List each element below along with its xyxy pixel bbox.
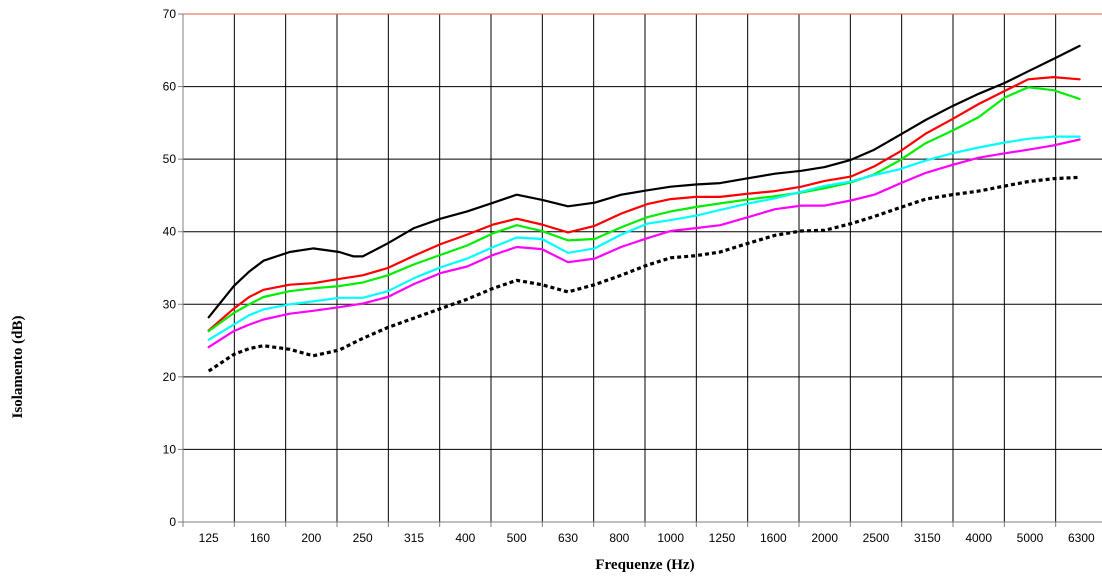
axis-ticks: 0 10 20 30 40 50 60 70 125 160 200 250 315 400 500 630 8…	[163, 7, 1095, 545]
x-tick-label: 315	[404, 531, 424, 545]
series-line-5	[207, 138, 1081, 349]
grid	[183, 14, 1102, 522]
y-tick-label: 20	[163, 370, 177, 384]
x-tick-label: 1600	[760, 531, 787, 545]
y-tick-label: 10	[163, 442, 177, 456]
y-tick-label: 30	[163, 297, 177, 311]
x-tick-label: 4000	[965, 531, 992, 545]
x-tick-label: 2500	[863, 531, 890, 545]
x-tick-label: 800	[609, 531, 629, 545]
series-line-3	[207, 86, 1081, 333]
y-tick-label: 0	[169, 515, 176, 529]
plot-frame	[182, 13, 1102, 523]
x-axis-title: Frequenze (Hz)	[595, 557, 694, 573]
y-axis-title: Isolamento (dB)	[10, 316, 26, 419]
x-tick-label: 250	[353, 531, 373, 545]
x-tick-label: 400	[455, 531, 475, 545]
x-tick-label: 6300	[1068, 531, 1095, 545]
x-tick-label: 5000	[1017, 531, 1044, 545]
x-tick-label: 1000	[657, 531, 684, 545]
y-tick-label: 40	[163, 225, 177, 239]
x-tick-label: 160	[250, 531, 270, 545]
series-line-4	[207, 135, 1081, 341]
series-line-1	[207, 44, 1081, 319]
y-tick-label: 50	[163, 152, 177, 166]
x-tick-label: 125	[199, 531, 219, 545]
series-lines	[207, 44, 1081, 373]
x-tick-label: 630	[558, 531, 578, 545]
y-tick-label: 60	[163, 80, 177, 94]
x-tick-label: 2000	[811, 531, 838, 545]
y-tick-label: 70	[163, 7, 177, 21]
series-line-6	[207, 175, 1080, 373]
series-line-2	[207, 75, 1081, 332]
x-tick-label: 1250	[709, 531, 736, 545]
x-tick-label: 3150	[914, 531, 941, 545]
x-tick-label: 200	[301, 531, 321, 545]
x-tick-label: 500	[507, 531, 527, 545]
